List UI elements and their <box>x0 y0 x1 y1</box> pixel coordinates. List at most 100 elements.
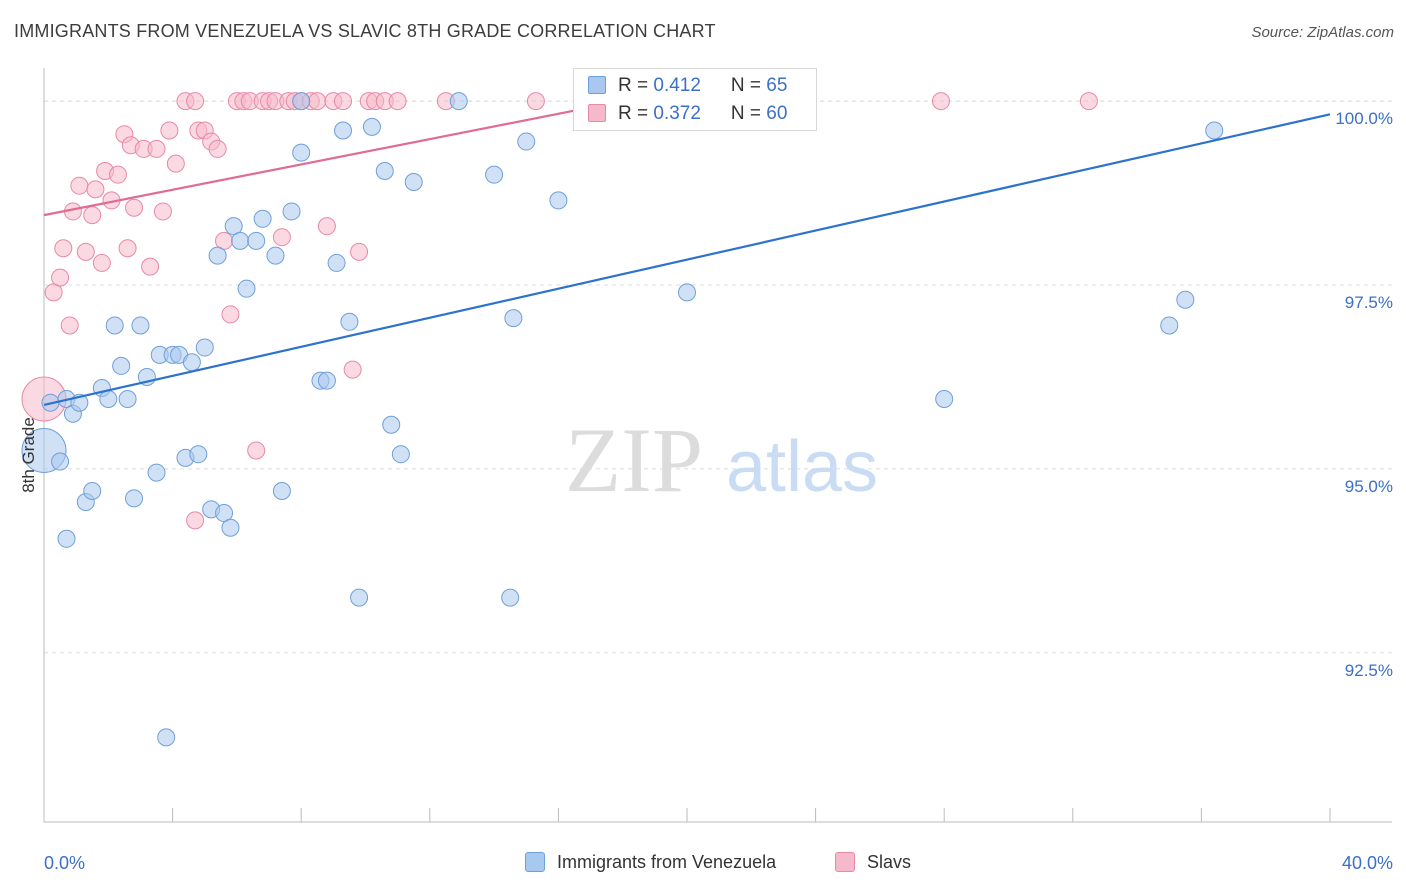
point-venezuela-13 <box>119 391 136 408</box>
legend-n-label-1: N = <box>731 75 766 96</box>
point-slavs-59 <box>187 512 204 529</box>
point-slavs-53 <box>389 93 406 110</box>
point-venezuela-25 <box>196 339 213 356</box>
axis-labels: 92.5% 95.0% 97.5% 100.0% 0.0% 40.0% <box>44 109 1393 873</box>
point-venezuela-48 <box>383 416 400 433</box>
point-venezuela-15 <box>132 317 149 334</box>
y-tick-label-2: 97.5% <box>1345 293 1393 312</box>
watermark-atlas: atlas <box>726 427 878 507</box>
gridlines <box>44 101 1392 653</box>
legend-r-value-1: 0.412 <box>653 75 701 96</box>
watermark-zip: ZIP <box>565 409 703 511</box>
axes <box>44 68 1392 822</box>
watermark: ZIP atlas <box>565 409 878 511</box>
point-slavs-35 <box>248 442 265 459</box>
point-venezuela-50 <box>405 174 422 191</box>
point-venezuela-33 <box>248 232 265 249</box>
legend-swatch-blue <box>588 76 606 94</box>
point-slavs-55 <box>527 93 544 110</box>
point-venezuela-35 <box>267 247 284 264</box>
trend-lines <box>44 101 1330 405</box>
legend-n-value-1: 65 <box>766 75 787 96</box>
point-slavs-39 <box>273 229 290 246</box>
point-venezuela-19 <box>158 729 175 746</box>
trend-line-venezuela <box>44 114 1330 405</box>
point-slavs-15 <box>119 240 136 257</box>
point-slavs-47 <box>334 93 351 110</box>
point-slavs-48 <box>344 361 361 378</box>
point-venezuela-11 <box>106 317 123 334</box>
point-slavs-57 <box>932 93 949 110</box>
point-venezuela-31 <box>232 232 249 249</box>
point-slavs-10 <box>93 254 110 271</box>
point-venezuela-46 <box>363 118 380 135</box>
x-tick-label-max: 40.0% <box>1342 853 1393 873</box>
trend-line-slavs <box>44 101 623 215</box>
point-venezuela-7 <box>84 482 101 499</box>
point-venezuela-60 <box>1161 317 1178 334</box>
point-venezuela-62 <box>1206 122 1223 139</box>
point-slavs-6 <box>71 177 88 194</box>
point-slavs-22 <box>161 122 178 139</box>
point-venezuela-34 <box>254 210 271 227</box>
legend-r-label-2: R = <box>618 103 653 124</box>
point-venezuela-54 <box>505 310 522 327</box>
point-venezuela-45 <box>351 589 368 606</box>
stats-legend: R = 0.412 N = 65 R = 0.372 N = 60 <box>573 68 817 131</box>
point-venezuela-32 <box>238 280 255 297</box>
bottom-legend-venezuela: Immigrants from Venezuela <box>525 852 776 873</box>
legend-r-value-2: 0.372 <box>653 103 701 124</box>
point-venezuela-17 <box>148 464 165 481</box>
point-venezuela-52 <box>486 166 503 183</box>
point-slavs-20 <box>148 140 165 157</box>
point-slavs-13 <box>109 166 126 183</box>
point-venezuela-23 <box>183 354 200 371</box>
point-venezuela-56 <box>550 192 567 209</box>
point-venezuela-55 <box>518 133 535 150</box>
point-slavs-9 <box>87 181 104 198</box>
y-tick-label-1: 95.0% <box>1345 477 1393 496</box>
point-venezuela-2 <box>52 453 69 470</box>
point-venezuela-14 <box>126 490 143 507</box>
point-slavs-3 <box>55 240 72 257</box>
point-venezuela-10 <box>100 391 117 408</box>
legend-r-label-1: R = <box>618 75 653 96</box>
point-slavs-45 <box>318 218 335 235</box>
point-venezuela-27 <box>209 247 226 264</box>
legend-n-value-2: 60 <box>766 103 787 124</box>
point-venezuela-24 <box>190 446 207 463</box>
point-venezuela-42 <box>328 254 345 271</box>
point-venezuela-44 <box>341 313 358 330</box>
scatter-chart: ZIP atlas 92.5%95.0%97.5%100.0%0.0% 40.0%… <box>0 0 1406 892</box>
point-venezuela-37 <box>283 203 300 220</box>
point-venezuela-29 <box>222 519 239 536</box>
legend-swatch-pink <box>588 104 606 122</box>
stats-legend-row-venezuela: R = 0.412 N = 65 <box>588 75 787 97</box>
point-slavs-31 <box>222 306 239 323</box>
y-tick-label-3: 100.0% <box>1335 109 1393 128</box>
point-slavs-21 <box>154 203 171 220</box>
point-venezuela-61 <box>1177 291 1194 308</box>
point-venezuela-53 <box>502 589 519 606</box>
point-slavs-17 <box>126 199 143 216</box>
legend-n-label-2: N = <box>731 103 766 124</box>
point-venezuela-51 <box>450 93 467 110</box>
point-slavs-58 <box>1080 93 1097 110</box>
y-axis-title: 8th Grade <box>19 417 38 493</box>
point-venezuela-49 <box>392 446 409 463</box>
x-tick-label-min: 0.0% <box>44 853 85 873</box>
bottom-legend-label-slavs: Slavs <box>867 852 911 872</box>
point-venezuela-59 <box>936 391 953 408</box>
point-slavs-44 <box>309 93 326 110</box>
point-slavs-2 <box>52 269 69 286</box>
bottom-legend-swatch-pink <box>835 852 855 872</box>
point-slavs-23 <box>167 155 184 172</box>
point-venezuela-47 <box>376 162 393 179</box>
point-venezuela-8 <box>58 530 75 547</box>
point-slavs-7 <box>77 243 94 260</box>
point-slavs-49 <box>351 243 368 260</box>
point-slavs-19 <box>142 258 159 275</box>
point-slavs-29 <box>209 140 226 157</box>
point-venezuela-57 <box>679 284 696 301</box>
point-slavs-8 <box>84 207 101 224</box>
